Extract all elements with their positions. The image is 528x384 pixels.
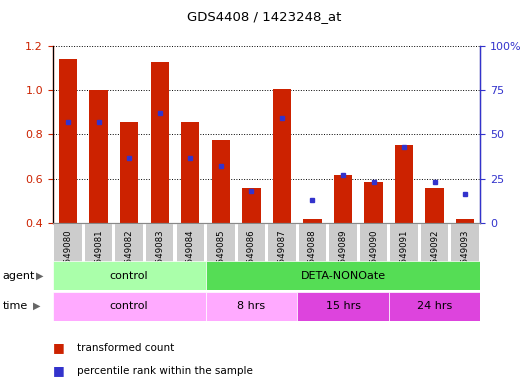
Text: GDS4408 / 1423248_at: GDS4408 / 1423248_at [187, 10, 341, 23]
Text: GSM549090: GSM549090 [369, 230, 378, 282]
FancyBboxPatch shape [238, 224, 265, 290]
Text: transformed count: transformed count [77, 343, 174, 353]
Text: percentile rank within the sample: percentile rank within the sample [77, 366, 252, 376]
Text: control: control [110, 270, 148, 281]
Text: agent: agent [3, 270, 35, 281]
FancyBboxPatch shape [390, 224, 418, 290]
Text: GSM549089: GSM549089 [338, 230, 347, 282]
Bar [120, 122, 138, 223]
Bar [53, 292, 205, 321]
FancyBboxPatch shape [116, 224, 143, 290]
Text: GSM549093: GSM549093 [461, 230, 470, 282]
Bar [53, 261, 205, 290]
Bar [297, 292, 389, 321]
FancyBboxPatch shape [146, 224, 174, 290]
Text: ■: ■ [53, 341, 64, 354]
Bar [205, 292, 297, 321]
FancyBboxPatch shape [451, 224, 479, 290]
Bar [456, 219, 474, 223]
FancyBboxPatch shape [176, 224, 204, 290]
FancyBboxPatch shape [268, 224, 296, 290]
Text: GSM549083: GSM549083 [155, 230, 164, 282]
Bar [205, 261, 480, 290]
FancyBboxPatch shape [360, 224, 388, 290]
FancyBboxPatch shape [85, 224, 112, 290]
FancyBboxPatch shape [54, 224, 82, 290]
Bar [150, 61, 169, 223]
Bar [426, 189, 444, 223]
Bar [59, 59, 77, 223]
Text: GSM549085: GSM549085 [216, 230, 225, 282]
Text: 8 hrs: 8 hrs [237, 301, 266, 311]
Text: 15 hrs: 15 hrs [325, 301, 361, 311]
Text: GSM549088: GSM549088 [308, 230, 317, 282]
Text: GSM549081: GSM549081 [94, 230, 103, 282]
Text: ■: ■ [53, 364, 64, 377]
Text: DETA-NONOate: DETA-NONOate [300, 270, 385, 281]
FancyBboxPatch shape [299, 224, 326, 290]
FancyBboxPatch shape [329, 224, 357, 290]
Bar [181, 122, 200, 223]
Text: GSM549082: GSM549082 [125, 230, 134, 282]
Text: time: time [3, 301, 28, 311]
Text: GSM549091: GSM549091 [400, 230, 409, 282]
Bar [212, 140, 230, 223]
Bar [364, 182, 383, 223]
Bar [395, 146, 413, 223]
Text: GSM549080: GSM549080 [63, 230, 72, 282]
Text: control: control [110, 301, 148, 311]
Text: GSM549087: GSM549087 [277, 230, 286, 282]
Text: 24 hrs: 24 hrs [417, 301, 452, 311]
Text: GSM549086: GSM549086 [247, 230, 256, 282]
Bar [389, 292, 480, 321]
Text: ▶: ▶ [33, 301, 40, 311]
Bar [242, 189, 260, 223]
FancyBboxPatch shape [207, 224, 234, 290]
Bar [273, 89, 291, 223]
Text: GSM549092: GSM549092 [430, 230, 439, 282]
Text: ▶: ▶ [36, 270, 43, 281]
Text: GSM549084: GSM549084 [186, 230, 195, 282]
FancyBboxPatch shape [421, 224, 448, 290]
Bar [89, 90, 108, 223]
Bar [303, 219, 322, 223]
Bar [334, 175, 352, 223]
